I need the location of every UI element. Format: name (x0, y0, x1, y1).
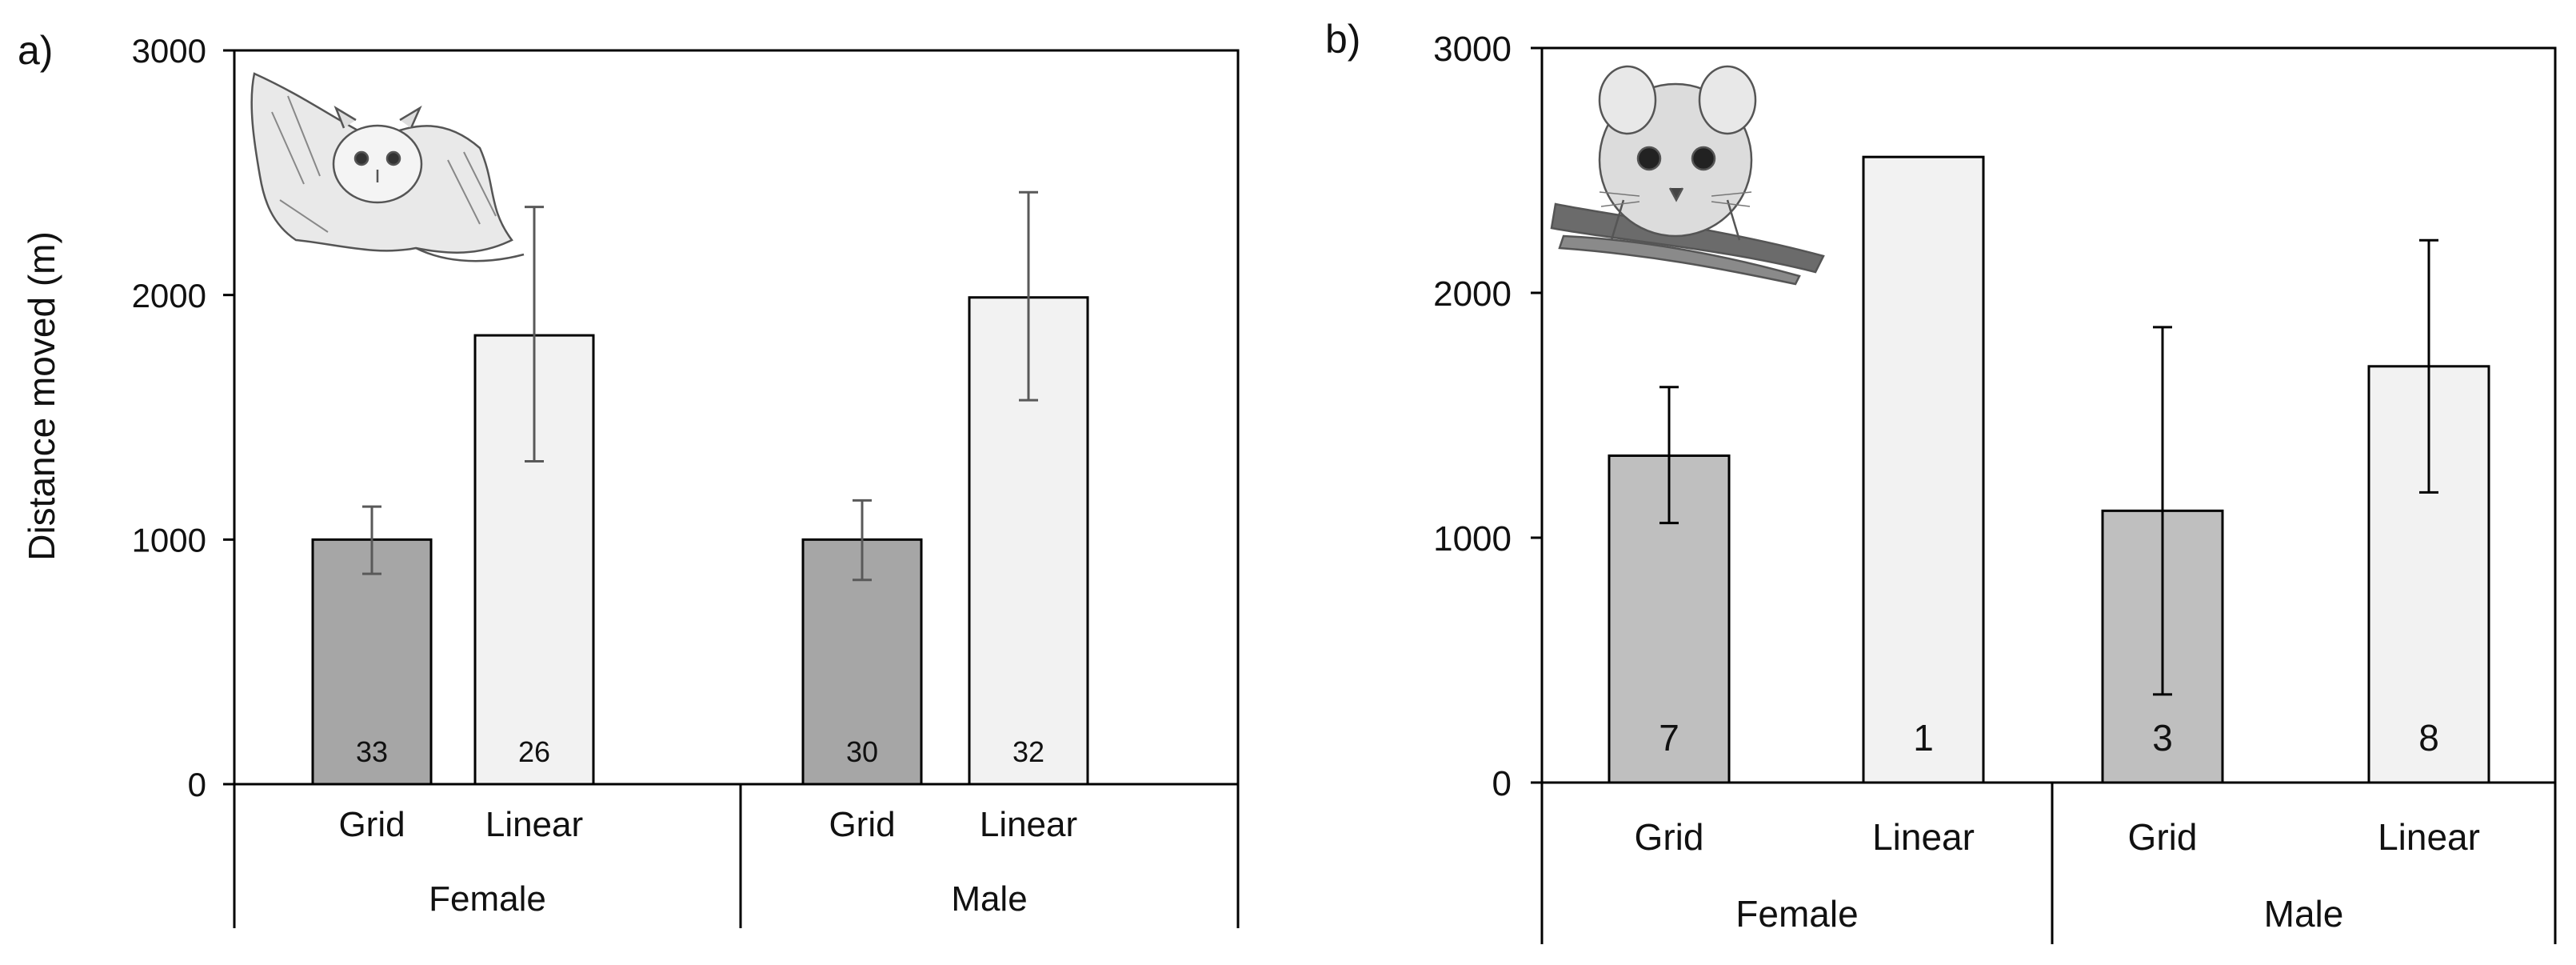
plot-frame (233, 49, 1240, 786)
y-tick-label: 3000 (132, 32, 206, 70)
y-tick-label: 3000 (1433, 30, 1512, 69)
x-category-label: Grid (2128, 816, 2198, 858)
sugar-glider-illustration (250, 72, 525, 262)
panel-label-b: b) (1325, 17, 1360, 62)
x-group-label: Female (1735, 893, 1858, 935)
error-bar-female-grid (1659, 386, 1679, 525)
bar-male-grid (801, 538, 923, 786)
x-category-label: Linear (980, 805, 1077, 844)
x-category-label: Linear (485, 805, 583, 844)
x-category-label: Linear (1872, 816, 1975, 858)
y-axis-title: Distance moved (m) (21, 231, 62, 561)
bar-layer-b: 7 1 3 8 (1608, 155, 2490, 784)
sample-size-label: 7 (1659, 717, 1679, 759)
sample-size-label: 3 (2152, 717, 2173, 759)
error-bar-male-grid (2153, 326, 2172, 696)
x-axis-b: Grid Linear Female Grid Linear Male (1540, 783, 2557, 944)
y-axis: 0 1000 2000 3000 (132, 32, 236, 803)
error-bar-male-linear (1019, 190, 1038, 402)
y-tick-label: 1000 (1433, 519, 1512, 559)
x-axis: Grid Linear Female Grid Linear Male (233, 784, 1240, 928)
panel-label-a: a) (18, 28, 53, 73)
x-category-label: Grid (829, 805, 895, 844)
y-tick-label: 0 (1492, 764, 1512, 803)
bar-layer: 33 26 30 32 (311, 190, 1089, 786)
error-bar-male-grid (853, 499, 872, 582)
x-category-label: Grid (338, 805, 405, 844)
x-category-label: Grid (1635, 816, 1704, 858)
sample-size-label: 30 (846, 735, 878, 768)
y-axis-ticks-b: 0 1000 2000 3000 (1433, 30, 1542, 803)
sample-size-label: 32 (1012, 735, 1044, 768)
sample-size-label: 1 (1913, 717, 1934, 759)
y-tick-label: 2000 (1433, 274, 1512, 314)
error-bar-male-linear (2419, 238, 2438, 494)
bar-female-linear (1862, 155, 1985, 784)
error-bar-female-grid (362, 505, 381, 575)
y-tick-label: 0 (188, 766, 206, 803)
x-group-label: Female (429, 879, 546, 919)
plot-frame-b (1540, 46, 2557, 784)
y-tick-label: 2000 (132, 277, 206, 314)
chart-panel-a: a) Distance moved (m) 0 1000 2000 3000 33 26… (18, 28, 1240, 928)
x-category-label: Linear (2378, 816, 2480, 858)
antechinus-illustration (1550, 65, 1825, 286)
y-axis-b: 0 1000 2000 3000 (1433, 30, 1544, 803)
y-tick-label: 1000 (132, 521, 206, 559)
x-group-label: Male (2264, 893, 2344, 935)
x-group-label: Male (951, 879, 1027, 919)
y-axis-ticks: 0 1000 2000 3000 (132, 32, 234, 803)
sample-size-label: 8 (2418, 717, 2439, 759)
sample-size-label: 26 (518, 735, 550, 768)
sample-size-label: 33 (356, 735, 388, 768)
error-bar-female-linear (525, 206, 544, 463)
